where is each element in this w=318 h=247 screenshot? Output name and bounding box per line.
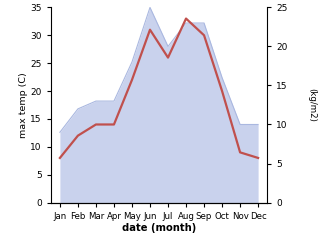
X-axis label: date (month): date (month) bbox=[122, 223, 196, 233]
Y-axis label: max temp (C): max temp (C) bbox=[18, 72, 28, 138]
Y-axis label: med. precipitation
(kg/m2): med. precipitation (kg/m2) bbox=[307, 65, 318, 144]
